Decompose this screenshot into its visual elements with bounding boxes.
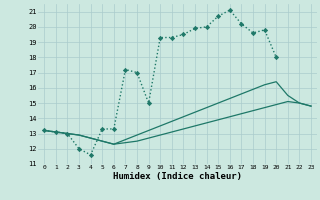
X-axis label: Humidex (Indice chaleur): Humidex (Indice chaleur)	[113, 172, 242, 181]
